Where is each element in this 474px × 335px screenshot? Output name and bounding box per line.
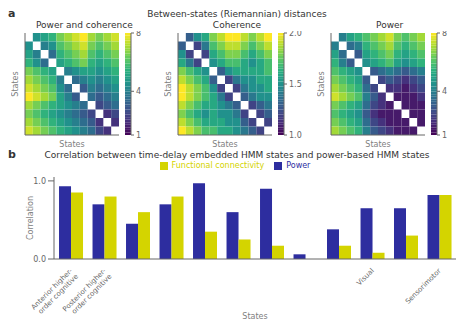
svg-text:Posterior higher-order cogniti: Posterior higher-order cognitive bbox=[61, 267, 113, 319]
svg-text:States: States bbox=[164, 71, 173, 96]
svg-text:8: 8 bbox=[442, 31, 447, 38]
svg-text:0.0: 0.0 bbox=[33, 255, 46, 264]
svg-text:4: 4 bbox=[442, 87, 447, 96]
svg-text:States: States bbox=[11, 71, 20, 96]
svg-text:States: States bbox=[212, 140, 237, 149]
svg-text:1.0: 1.0 bbox=[33, 177, 46, 186]
svg-text:4: 4 bbox=[136, 87, 141, 96]
svg-text:States: States bbox=[60, 140, 85, 149]
svg-text:States: States bbox=[365, 140, 390, 149]
svg-text:Correlation: Correlation bbox=[26, 196, 35, 240]
svg-text:1.5: 1.5 bbox=[289, 80, 302, 89]
svg-text:8: 8 bbox=[136, 31, 141, 38]
svg-text:1: 1 bbox=[136, 131, 141, 140]
svg-text:1: 1 bbox=[442, 131, 447, 140]
svg-text:States: States bbox=[317, 71, 326, 96]
svg-text:States: States bbox=[242, 312, 267, 321]
svg-text:2.0: 2.0 bbox=[289, 31, 302, 38]
svg-text:1.0: 1.0 bbox=[289, 131, 302, 140]
svg-text:Sensorimotor: Sensorimotor bbox=[404, 267, 443, 306]
svg-text:Visual: Visual bbox=[355, 267, 375, 287]
